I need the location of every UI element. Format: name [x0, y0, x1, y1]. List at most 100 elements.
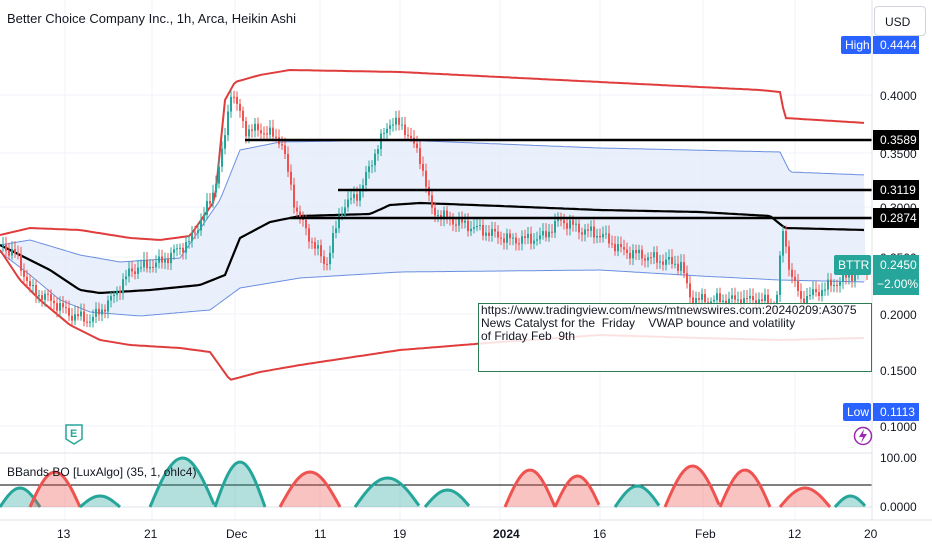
low-value-tag — [873, 403, 919, 421]
candle-body — [56, 303, 58, 311]
candle-body — [386, 128, 388, 134]
candle-body — [170, 252, 172, 264]
candle-body — [260, 130, 262, 134]
candle-body — [560, 219, 562, 221]
candle-body — [785, 231, 787, 247]
candle-body — [572, 220, 574, 225]
bull-line — [833, 494, 867, 509]
candle-body — [824, 289, 826, 291]
candle-body — [200, 220, 202, 231]
candle-body — [215, 183, 217, 193]
candle-body — [263, 133, 265, 135]
candle-body — [437, 215, 439, 217]
candle-body — [152, 266, 154, 268]
candle-body — [584, 229, 586, 235]
low-value: 0.1113 — [880, 405, 915, 419]
candle-body — [2, 244, 4, 247]
candle-body — [161, 256, 163, 263]
currency-button[interactable]: USD — [874, 6, 926, 36]
news-note[interactable]: https://www.tradingview.com/news/mtnewsw… — [478, 303, 872, 372]
candle-body — [494, 228, 496, 232]
time-tick: 13 — [57, 527, 71, 541]
candle-body — [266, 133, 268, 135]
time-tick: 2024 — [493, 527, 520, 541]
candle-body — [509, 233, 511, 239]
candle-body — [107, 300, 109, 312]
candle-body — [683, 262, 685, 274]
candle-body — [521, 236, 523, 244]
candle-body — [692, 297, 694, 307]
candle-body — [335, 228, 337, 233]
candle-body — [578, 223, 580, 233]
candle-body — [827, 279, 829, 290]
candle-body — [581, 232, 583, 235]
candle-body — [545, 231, 547, 238]
candle-body — [8, 250, 10, 256]
news-url[interactable]: https://www.tradingview.com/news/mtnewsw… — [481, 303, 857, 317]
candle-body — [53, 300, 55, 304]
candle-body — [605, 233, 607, 235]
candle-body — [836, 284, 838, 286]
candle-body — [347, 199, 349, 208]
candle-body — [272, 127, 274, 137]
candle-body — [290, 171, 292, 185]
candle-body — [845, 272, 847, 278]
candle-body — [5, 244, 7, 251]
level-tag — [873, 208, 919, 228]
candle-body — [662, 261, 664, 265]
low-label: Low — [847, 405, 869, 419]
candles — [2, 90, 868, 328]
candle-body — [539, 235, 541, 240]
candle-body — [701, 294, 703, 300]
candle-body — [551, 231, 553, 233]
candle-body — [116, 291, 118, 295]
bull-line — [353, 476, 421, 508]
lower-inner-band — [0, 251, 865, 317]
news-text: News Catalyst for the Friday VWAP bounce… — [481, 316, 796, 330]
candle-body — [122, 279, 124, 294]
earnings-e-icon[interactable]: E — [64, 423, 84, 445]
time-tick: 16 — [593, 527, 607, 541]
candle-body — [401, 124, 403, 126]
high-label: High — [845, 38, 870, 52]
candle-body — [140, 267, 142, 269]
candle-body — [791, 269, 793, 277]
candle-body — [806, 295, 808, 306]
candle-body — [284, 145, 286, 155]
candle-body — [407, 135, 409, 137]
candle-body — [713, 299, 715, 302]
candle-body — [50, 294, 52, 301]
candle-body — [710, 301, 712, 304]
candle-body — [446, 210, 448, 217]
candle-body — [146, 259, 148, 269]
candle-body — [221, 148, 223, 167]
candle-body — [458, 218, 460, 226]
indicator-tick: 0.0000 — [880, 500, 917, 514]
candle-body — [113, 294, 115, 297]
candle-body — [731, 295, 733, 299]
candle-body — [131, 268, 133, 272]
candle-body — [248, 129, 250, 137]
high-value: 0.4444 — [880, 38, 917, 52]
candle-body — [452, 218, 454, 225]
price-change: −2.00% — [877, 277, 918, 291]
candle-body — [377, 149, 379, 154]
candle-body — [293, 184, 295, 208]
candle-body — [341, 214, 343, 216]
indicator-label[interactable]: BBands BO [LuxAlgo] (35, 1, ohlc4) — [7, 465, 197, 479]
candle-body — [743, 298, 745, 307]
candle-body — [158, 256, 160, 263]
bull-area — [215, 462, 265, 507]
flash-event-icon[interactable] — [853, 426, 873, 446]
candle-body — [848, 274, 850, 278]
candle-body — [74, 314, 76, 321]
high-value-tag — [873, 36, 919, 54]
indicator-tick: 100.00 — [880, 451, 917, 465]
bear-line — [503, 468, 557, 508]
candle-body — [719, 293, 721, 303]
candle-body — [725, 300, 727, 306]
candle-body — [515, 237, 517, 244]
bear-line — [28, 470, 82, 508]
candle-body — [737, 299, 739, 301]
